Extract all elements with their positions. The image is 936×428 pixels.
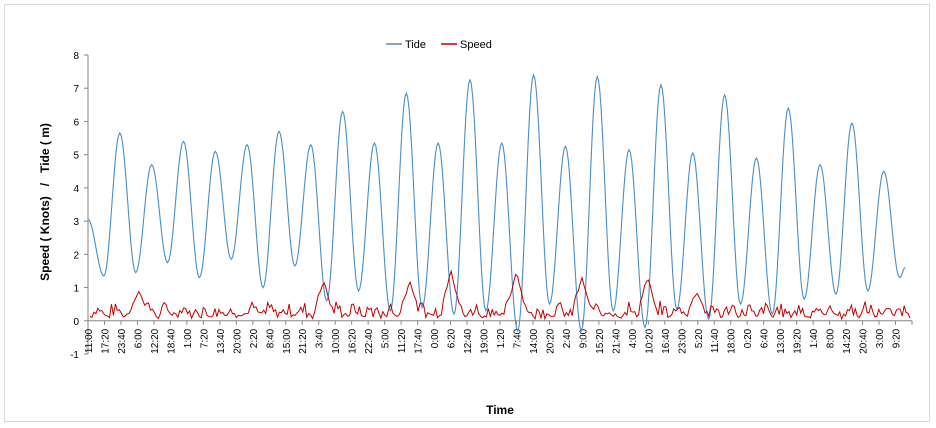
x-tick-label: 0:20 — [743, 328, 754, 348]
x-tick-label: 15:20 — [595, 328, 606, 353]
y-tick-label: -1 — [70, 350, 79, 361]
series-speed-line — [89, 269, 911, 321]
x-tick-label: 20:40 — [859, 328, 870, 353]
legend-speed-label: Speed — [460, 39, 492, 51]
x-tick-label: 10:20 — [644, 328, 655, 353]
series-tide-line — [87, 73, 906, 333]
x-tick-label: 7:20 — [199, 328, 210, 348]
x-tick-label: 13:40 — [216, 328, 227, 353]
x-tick-label: 11:20 — [397, 328, 408, 353]
x-tick-label: 6:00 — [133, 328, 144, 348]
x-tick-label: 3:00 — [875, 328, 886, 348]
x-tick-label: 11:00 — [84, 328, 95, 353]
x-tick-label: 10:00 — [331, 328, 342, 353]
x-tick-label: 7:40 — [512, 328, 523, 348]
x-tick-label: 3:40 — [315, 328, 326, 348]
x-tick-label: 23:00 — [677, 328, 688, 353]
x-tick-label: 9:00 — [578, 328, 589, 348]
y-tick-label: 5 — [73, 151, 79, 162]
x-tick-label: 21:40 — [611, 328, 622, 353]
x-tick-label: 1:00 — [183, 328, 194, 348]
x-tick-label: 6:20 — [447, 328, 458, 348]
x-axis-title: Time — [486, 403, 514, 417]
x-tick-label: 6:40 — [760, 328, 771, 348]
y-tick-label: 7 — [73, 84, 79, 95]
y-tick-label: 2 — [73, 250, 79, 261]
x-tick-label: 14:00 — [529, 328, 540, 353]
x-tick-label: 16:20 — [348, 328, 359, 353]
x-tick-label: 2:20 — [249, 328, 260, 348]
x-tick-label: 5:20 — [694, 328, 705, 348]
x-tick-label: 16:40 — [661, 328, 672, 353]
x-tick-label: 17:40 — [414, 328, 425, 353]
x-tick-label: 21:20 — [298, 328, 309, 353]
plot-area: -1 0 1 2 3 4 5 6 7 8 11:00 17:20 23:40 6:00 12:20 18:40… — [70, 51, 913, 361]
y-tick-label: 6 — [73, 117, 79, 128]
x-tick-label: 20:20 — [545, 328, 556, 353]
y-tick-label: 1 — [73, 284, 79, 295]
x-tick-label: 0:00 — [430, 328, 441, 348]
x-tick-label: 1:20 — [496, 328, 507, 348]
x-tick-label: 15:00 — [282, 328, 293, 353]
x-tick-label: 23:40 — [117, 328, 128, 353]
y-tick-label: 4 — [73, 184, 79, 195]
x-tick-label: 13:00 — [776, 328, 787, 353]
x-tick-label: 18:40 — [166, 328, 177, 353]
x-tick-label: 8:40 — [265, 328, 276, 348]
x-tick-label: 1:40 — [809, 328, 820, 348]
x-tick-label: 9:20 — [892, 328, 903, 348]
x-tick-label: 19:20 — [793, 328, 804, 353]
x-tick-label: 2:40 — [562, 328, 573, 348]
x-tick-label: 4:00 — [628, 328, 639, 348]
x-tick-label: 11:40 — [710, 328, 721, 353]
y-tick-label: 3 — [73, 217, 79, 228]
chart-frame — [4, 4, 930, 422]
legend: Tide Speed — [386, 39, 492, 51]
x-tick-label: 12:20 — [150, 328, 161, 353]
y-axis-title: Speed ( Knots) / Tide ( m) — [38, 123, 52, 281]
x-tick-label: 14:20 — [842, 328, 853, 353]
y-tick-label: 0 — [73, 317, 79, 328]
legend-tide-label: Tide — [405, 39, 426, 51]
y-tick-label: 8 — [73, 51, 79, 62]
x-tick-label: 8:00 — [826, 328, 837, 348]
x-tick-label: 18:00 — [727, 328, 738, 353]
x-tick-label: 5:00 — [381, 328, 392, 348]
x-tick-label: 17:20 — [100, 328, 111, 353]
x-tick-label: 19:00 — [480, 328, 491, 353]
x-tick-label: 12:40 — [463, 328, 474, 353]
x-tick-label: 20:00 — [232, 328, 243, 353]
x-tick-label: 22:40 — [364, 328, 375, 353]
